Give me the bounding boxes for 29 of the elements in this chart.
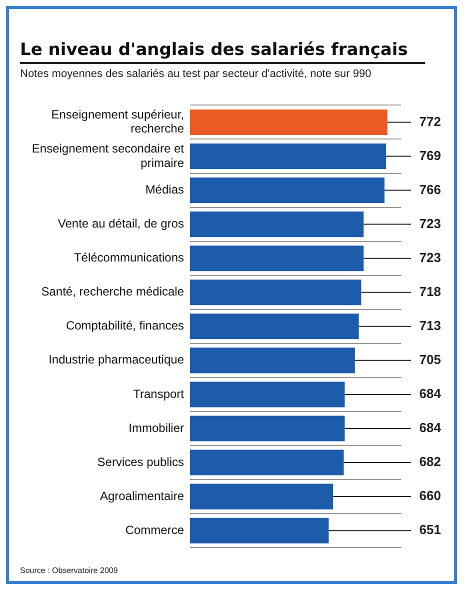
y-tick-label: Enseignement supérieur, recherche — [51, 107, 184, 136]
y-tick-label: Enseignement secondaire et primaire — [32, 141, 185, 170]
source-note: Source : Observatoire 2009 — [20, 566, 118, 575]
y-tick-label: Agroalimentaire — [100, 488, 184, 503]
y-tick-label: Télécommunications — [74, 250, 184, 265]
y-tick-label: Médias — [145, 182, 184, 197]
data-label: 684 — [419, 386, 442, 402]
data-label: 651 — [419, 522, 441, 538]
y-tick-label: Services publics — [97, 454, 184, 469]
chart-subtitle: Notes moyennes des salariés au test par secteur d'activité, note sur 990 — [20, 68, 372, 80]
data-label: 723 — [419, 250, 441, 265]
y-tick-label: Vente au détail, de gros — [58, 216, 184, 231]
data-label: 769 — [419, 148, 441, 163]
data-label: 684 — [419, 420, 442, 436]
chart-title: Le niveau d'anglais des salariés français — [20, 40, 425, 64]
data-label: 723 — [419, 216, 441, 231]
data-label: 766 — [419, 182, 441, 197]
y-tick-label: Transport — [133, 386, 185, 401]
y-tick-label: Immobilier — [128, 420, 184, 435]
data-label: 718 — [419, 284, 441, 299]
data-label: 660 — [419, 488, 441, 504]
data-label: 772 — [419, 114, 441, 129]
data-label: 682 — [419, 454, 441, 470]
y-tick-label: Comptabilité, finances — [66, 318, 184, 333]
y-tick-label: Commerce — [125, 522, 184, 537]
y-tick-label: Santé, recherche médicale — [41, 284, 184, 299]
data-label: 705 — [419, 352, 441, 368]
data-label: 713 — [419, 318, 441, 333]
y-tick-label: Industrie pharmaceutique — [48, 352, 184, 367]
